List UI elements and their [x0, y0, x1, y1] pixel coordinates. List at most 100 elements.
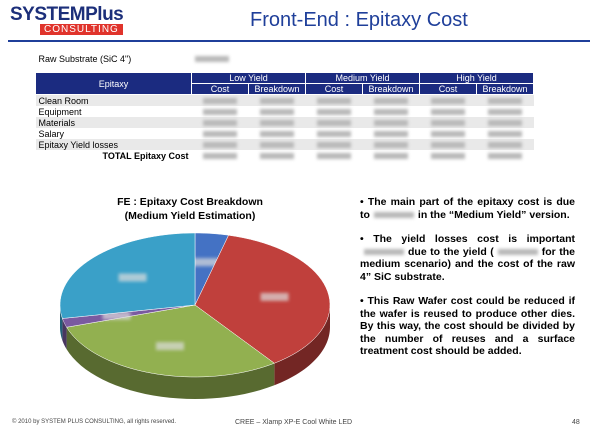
logo: SYSTEMPlus [10, 4, 124, 25]
blurred-value [488, 142, 522, 149]
header-cell: Cost [305, 83, 363, 95]
cell [477, 106, 534, 117]
blurred-value [317, 109, 351, 116]
row: Clean Room [35, 94, 534, 106]
pie-side [274, 305, 330, 386]
blurred-value [260, 98, 294, 105]
cell [192, 53, 534, 64]
cell [476, 117, 534, 128]
cell: Clean Room [35, 94, 192, 106]
cell [191, 139, 249, 150]
pie-title: FE : Epitaxy Cost Breakdown (Medium Yield… [85, 195, 295, 223]
blurred-value [203, 109, 237, 116]
blurred-value [260, 131, 294, 138]
cell [306, 128, 363, 139]
header-cell: High Yield [419, 72, 534, 84]
cost-table: Raw Substrate (SiC 4") Epitaxy Low Yield Me… [35, 53, 534, 161]
cell [363, 150, 420, 161]
pie-subtitle: (Medium Yield Estimation) [124, 210, 256, 222]
cell [249, 150, 306, 161]
row: Salary [36, 128, 534, 139]
cell [362, 94, 420, 106]
bullet-text: in the “Medium Yield” version. [417, 208, 570, 221]
blurred-value [374, 109, 408, 116]
header-row: Cost Breakdown Cost Breakdown Cost Breakdown [36, 83, 534, 95]
cell: Materials [35, 117, 192, 128]
cell [363, 106, 420, 117]
cell [248, 94, 306, 106]
blurred-value [203, 98, 237, 105]
cell [305, 139, 363, 150]
header-cell: Breakdown [362, 83, 420, 95]
blurred-value [431, 131, 465, 138]
bullet: • The main part of the epitaxy cost is d… [360, 196, 575, 221]
cell [476, 139, 534, 150]
blurred-value [260, 109, 294, 116]
blurred-value [374, 153, 408, 160]
blurred-value [203, 131, 237, 138]
cell: Equipment [38, 106, 82, 117]
blurred-value [488, 98, 522, 105]
blurred-value [374, 98, 408, 105]
cell [362, 117, 420, 128]
bullets: • The main part of the epitaxy cost is d… [360, 196, 575, 370]
cell [191, 117, 249, 128]
blurred-label [102, 311, 131, 320]
cell: Salary [38, 128, 65, 139]
blurred-value [488, 109, 522, 116]
blurred-value [260, 142, 294, 149]
pie-side [66, 327, 275, 399]
blurred-value [203, 153, 237, 160]
blurred-value [431, 153, 465, 160]
blurred-value [373, 211, 414, 218]
cell [249, 128, 306, 139]
cell [419, 139, 477, 150]
blurred-value [317, 131, 351, 138]
row: Epitaxy Yield losses [35, 139, 534, 150]
cell [362, 139, 420, 150]
cell [306, 150, 363, 161]
blurred-value [374, 120, 408, 127]
blurred-value [194, 56, 229, 63]
blurred-value [497, 248, 538, 255]
blurred-label [260, 292, 289, 301]
bullet: • The yield losses cost is importantdue … [360, 233, 575, 283]
blurred-value [260, 153, 294, 160]
cell [419, 117, 477, 128]
cell [306, 106, 363, 117]
blurred-label [118, 273, 147, 282]
cell [420, 106, 477, 117]
cell [477, 150, 534, 161]
pie-side [60, 305, 63, 341]
blurred-value [260, 120, 294, 127]
pie-title-line: FE : Epitaxy Cost Breakdown [117, 196, 263, 208]
row: Materials [35, 117, 534, 128]
slide-title: Front-End : Epitaxy Cost [250, 9, 468, 31]
blurred-label [191, 258, 220, 267]
blurred-label [155, 342, 184, 351]
bullet: • This Raw Wafer cost could be reduced i… [360, 295, 575, 358]
product: CREE – Xlamp XP-E Cool White LED [235, 419, 353, 426]
header-cell: Breakdown [476, 83, 534, 95]
row: Equipment [36, 106, 534, 117]
bullet-text: due to the yield ( [408, 245, 494, 258]
row: TOTAL Epitaxy Cost [36, 150, 534, 161]
blurred-value [317, 142, 351, 149]
cell [192, 106, 249, 117]
blurred-value [203, 142, 237, 149]
pie-slice [66, 304, 275, 378]
blurred-value [364, 248, 404, 255]
bullet-text: • The yield losses cost is important [360, 233, 575, 245]
blurred-value [488, 153, 522, 160]
blurred-value [488, 131, 522, 138]
cell [248, 117, 306, 128]
cell [477, 128, 534, 139]
cell [363, 128, 420, 139]
blurred-value [431, 142, 465, 149]
header-cell: Epitaxy [35, 72, 192, 95]
cell [305, 117, 363, 128]
bullet-text: for the medium scenario) and the cost of… [360, 245, 575, 283]
blurred-value [488, 120, 522, 127]
